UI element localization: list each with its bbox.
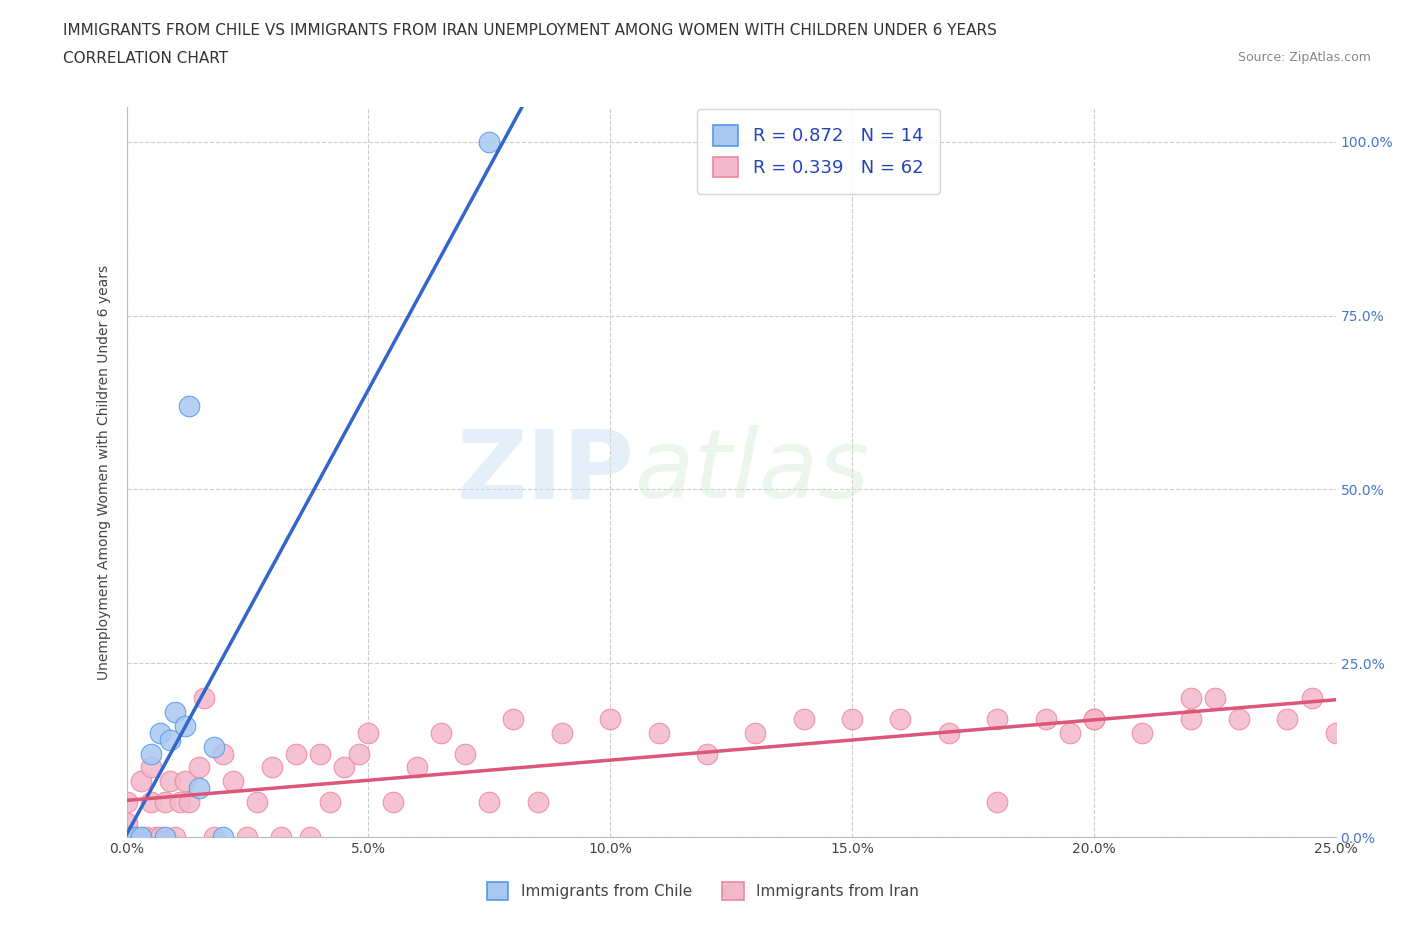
Point bbox=[139, 746, 162, 761]
Point bbox=[188, 760, 211, 775]
Point bbox=[1227, 711, 1250, 726]
Point bbox=[159, 732, 181, 747]
Point bbox=[149, 830, 172, 844]
Point bbox=[169, 795, 191, 810]
Point bbox=[179, 795, 201, 810]
Point bbox=[430, 725, 453, 740]
Point bbox=[299, 830, 322, 844]
Point bbox=[938, 725, 960, 740]
Point bbox=[599, 711, 621, 726]
Point bbox=[145, 830, 167, 844]
Point bbox=[135, 830, 157, 844]
Point bbox=[551, 725, 574, 740]
Point bbox=[125, 830, 148, 844]
Point bbox=[193, 690, 215, 705]
Text: atlas: atlas bbox=[634, 426, 869, 519]
Point bbox=[1277, 711, 1299, 726]
Y-axis label: Unemployment Among Women with Children Under 6 years: Unemployment Among Women with Children U… bbox=[97, 264, 111, 680]
Point bbox=[1204, 690, 1226, 705]
Point bbox=[212, 746, 235, 761]
Point bbox=[381, 795, 404, 810]
Point bbox=[1083, 711, 1105, 726]
Point bbox=[115, 830, 138, 844]
Point bbox=[454, 746, 477, 761]
Point bbox=[222, 774, 245, 789]
Point bbox=[173, 718, 195, 733]
Point bbox=[841, 711, 863, 726]
Point bbox=[1035, 711, 1057, 726]
Point bbox=[478, 134, 501, 149]
Point bbox=[163, 704, 186, 719]
Text: ZIP: ZIP bbox=[457, 426, 634, 519]
Point bbox=[357, 725, 380, 740]
Point bbox=[309, 746, 332, 761]
Point bbox=[284, 746, 307, 761]
Point bbox=[115, 830, 138, 844]
Point bbox=[159, 774, 181, 789]
Point bbox=[115, 795, 138, 810]
Point bbox=[1324, 725, 1347, 740]
Point bbox=[1059, 725, 1081, 740]
Point bbox=[986, 795, 1008, 810]
Point bbox=[889, 711, 911, 726]
Point bbox=[526, 795, 548, 810]
Point bbox=[155, 795, 177, 810]
Point bbox=[246, 795, 269, 810]
Point bbox=[1301, 690, 1323, 705]
Point bbox=[502, 711, 524, 726]
Text: IMMIGRANTS FROM CHILE VS IMMIGRANTS FROM IRAN UNEMPLOYMENT AMONG WOMEN WITH CHIL: IMMIGRANTS FROM CHILE VS IMMIGRANTS FROM… bbox=[63, 23, 997, 38]
Point bbox=[347, 746, 370, 761]
Point bbox=[1180, 711, 1202, 726]
Point bbox=[260, 760, 283, 775]
Point bbox=[986, 711, 1008, 726]
Point bbox=[202, 739, 225, 754]
Point bbox=[1130, 725, 1153, 740]
Point bbox=[149, 725, 172, 740]
Point bbox=[744, 725, 766, 740]
Point bbox=[188, 781, 211, 796]
Point bbox=[1083, 711, 1105, 726]
Point bbox=[1180, 690, 1202, 705]
Point bbox=[236, 830, 259, 844]
Point bbox=[115, 816, 138, 830]
Point bbox=[405, 760, 427, 775]
Point bbox=[173, 774, 195, 789]
Point bbox=[125, 830, 148, 844]
Legend: Immigrants from Chile, Immigrants from Iran: Immigrants from Chile, Immigrants from I… bbox=[481, 876, 925, 906]
Point bbox=[129, 774, 152, 789]
Point bbox=[318, 795, 340, 810]
Point bbox=[202, 830, 225, 844]
Point bbox=[333, 760, 356, 775]
Point bbox=[270, 830, 292, 844]
Point bbox=[647, 725, 669, 740]
Text: Source: ZipAtlas.com: Source: ZipAtlas.com bbox=[1237, 51, 1371, 64]
Point bbox=[155, 830, 177, 844]
Point bbox=[179, 398, 201, 413]
Point bbox=[139, 795, 162, 810]
Legend: R = 0.872   N = 14, R = 0.339   N = 62: R = 0.872 N = 14, R = 0.339 N = 62 bbox=[697, 109, 939, 193]
Point bbox=[212, 830, 235, 844]
Point bbox=[696, 746, 718, 761]
Point bbox=[793, 711, 815, 726]
Point bbox=[139, 760, 162, 775]
Point bbox=[478, 795, 501, 810]
Text: CORRELATION CHART: CORRELATION CHART bbox=[63, 51, 228, 66]
Point bbox=[163, 830, 186, 844]
Point bbox=[129, 830, 152, 844]
